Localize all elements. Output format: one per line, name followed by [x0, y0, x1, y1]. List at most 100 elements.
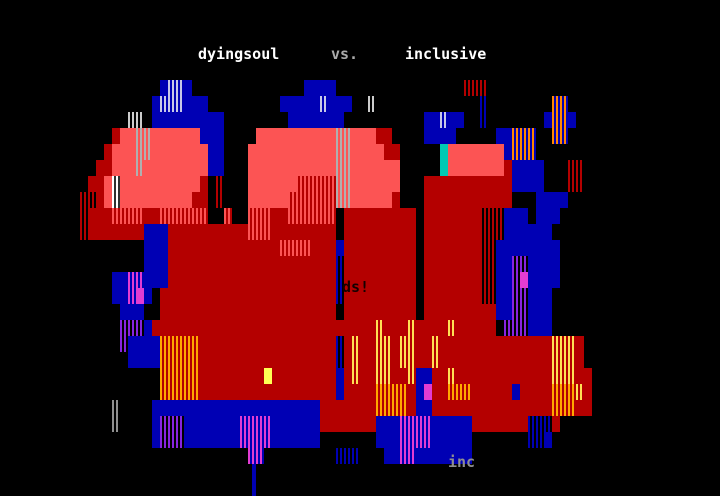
art-cell-run [536, 192, 568, 208]
art-cell-run [160, 432, 184, 448]
art-cell-run [272, 416, 320, 432]
art-cell-run [336, 272, 344, 288]
art-cell-run [248, 208, 272, 224]
art-cell-run [80, 192, 96, 208]
art-cell-run [120, 192, 192, 208]
art-cell-run [216, 192, 224, 208]
art-cell-run [440, 112, 448, 128]
art-cell-run [344, 352, 352, 368]
art-cell-run [552, 128, 568, 144]
art-cell-run [88, 224, 144, 240]
art-cell-run [160, 96, 184, 112]
art-cell-run [352, 144, 384, 160]
art-cell-run [432, 384, 448, 400]
art-cell-run [552, 416, 560, 432]
art-cell-run [208, 160, 224, 176]
art-cell-run [144, 272, 168, 288]
art-cell-run [352, 176, 400, 192]
art-cell-run [496, 304, 512, 320]
art-cell-run [352, 128, 376, 144]
art-cell-run [160, 416, 184, 432]
art-cell-run [288, 112, 344, 128]
art-cell-run [344, 336, 352, 352]
art-cell-run [328, 96, 352, 112]
art-cell-run [336, 144, 352, 160]
art-cell-run [240, 432, 272, 448]
art-cell-run [272, 224, 336, 240]
art-cell-run [496, 128, 512, 144]
art-cell-run [344, 288, 416, 304]
art-cell-run [392, 192, 400, 208]
art-cell-run [576, 352, 584, 368]
art-cell-run [528, 304, 552, 320]
art-cell-run [248, 176, 296, 192]
art-cell-run [376, 400, 408, 416]
art-cell-run [424, 304, 496, 320]
art-cell-run [128, 288, 136, 304]
art-cell-run [144, 256, 168, 272]
art-cell-run [480, 256, 496, 272]
art-cell-run [112, 176, 120, 192]
art-cell-run [432, 336, 440, 352]
art-cell-run [184, 96, 208, 112]
art-cell-run [424, 256, 480, 272]
art-cell-run [432, 352, 440, 368]
art-cell-run [152, 432, 160, 448]
art-cell-run [272, 208, 288, 224]
art-cell-run [96, 160, 112, 176]
art-cell-run [424, 240, 480, 256]
art-cell-run [336, 160, 352, 176]
art-cell-run [392, 336, 400, 352]
art-cell-run [200, 368, 264, 384]
art-cell-run [504, 144, 512, 160]
art-cell-run [344, 224, 416, 240]
art-cell-run [408, 368, 416, 384]
art-cell-run [528, 320, 552, 336]
art-cell-run [520, 272, 528, 288]
art-cell-run [192, 192, 208, 208]
art-cell-run [528, 432, 544, 448]
art-cell-run [448, 160, 504, 176]
art-cell-run [472, 384, 512, 400]
art-cell-run [384, 320, 408, 336]
art-cell-run [144, 160, 208, 176]
art-cell-run [416, 336, 432, 352]
art-cell-run [144, 320, 152, 336]
art-cell-run [152, 128, 200, 144]
art-cell-run [208, 144, 224, 160]
art-cell-run [136, 288, 144, 304]
art-cell-run [200, 336, 336, 352]
art-cell-run [432, 416, 472, 432]
art-cell-run [280, 96, 320, 112]
art-cell-run [568, 112, 576, 128]
art-cell-run [128, 352, 160, 368]
art-cell-run [184, 80, 192, 96]
art-cell-run [384, 448, 400, 464]
art-cell-run [168, 272, 336, 288]
art-cell-run [160, 304, 336, 320]
art-cell-run [552, 96, 568, 112]
art-cell-run [144, 224, 168, 240]
art-cell-run [344, 240, 416, 256]
art-cell-run [160, 368, 200, 384]
art-cell-run [248, 224, 272, 240]
art-cell-run [408, 400, 416, 416]
art-cell-run [336, 448, 360, 464]
art-cell-run [496, 256, 512, 272]
art-cell-run [264, 368, 272, 384]
art-cell-run [400, 336, 416, 352]
art-cell-run [424, 128, 456, 144]
art-cell-run [480, 96, 488, 112]
art-cell-run [168, 240, 280, 256]
art-cell-run [544, 432, 552, 448]
art-cell-run [480, 224, 504, 240]
art-cell-run [128, 336, 160, 352]
art-cell-run [448, 112, 464, 128]
art-cell-run [424, 288, 480, 304]
signature-inc: inc [448, 453, 476, 471]
art-cell-run [480, 112, 488, 128]
art-cell-run [320, 400, 376, 416]
art-cell-run [416, 352, 432, 368]
art-cell-run [376, 384, 408, 400]
